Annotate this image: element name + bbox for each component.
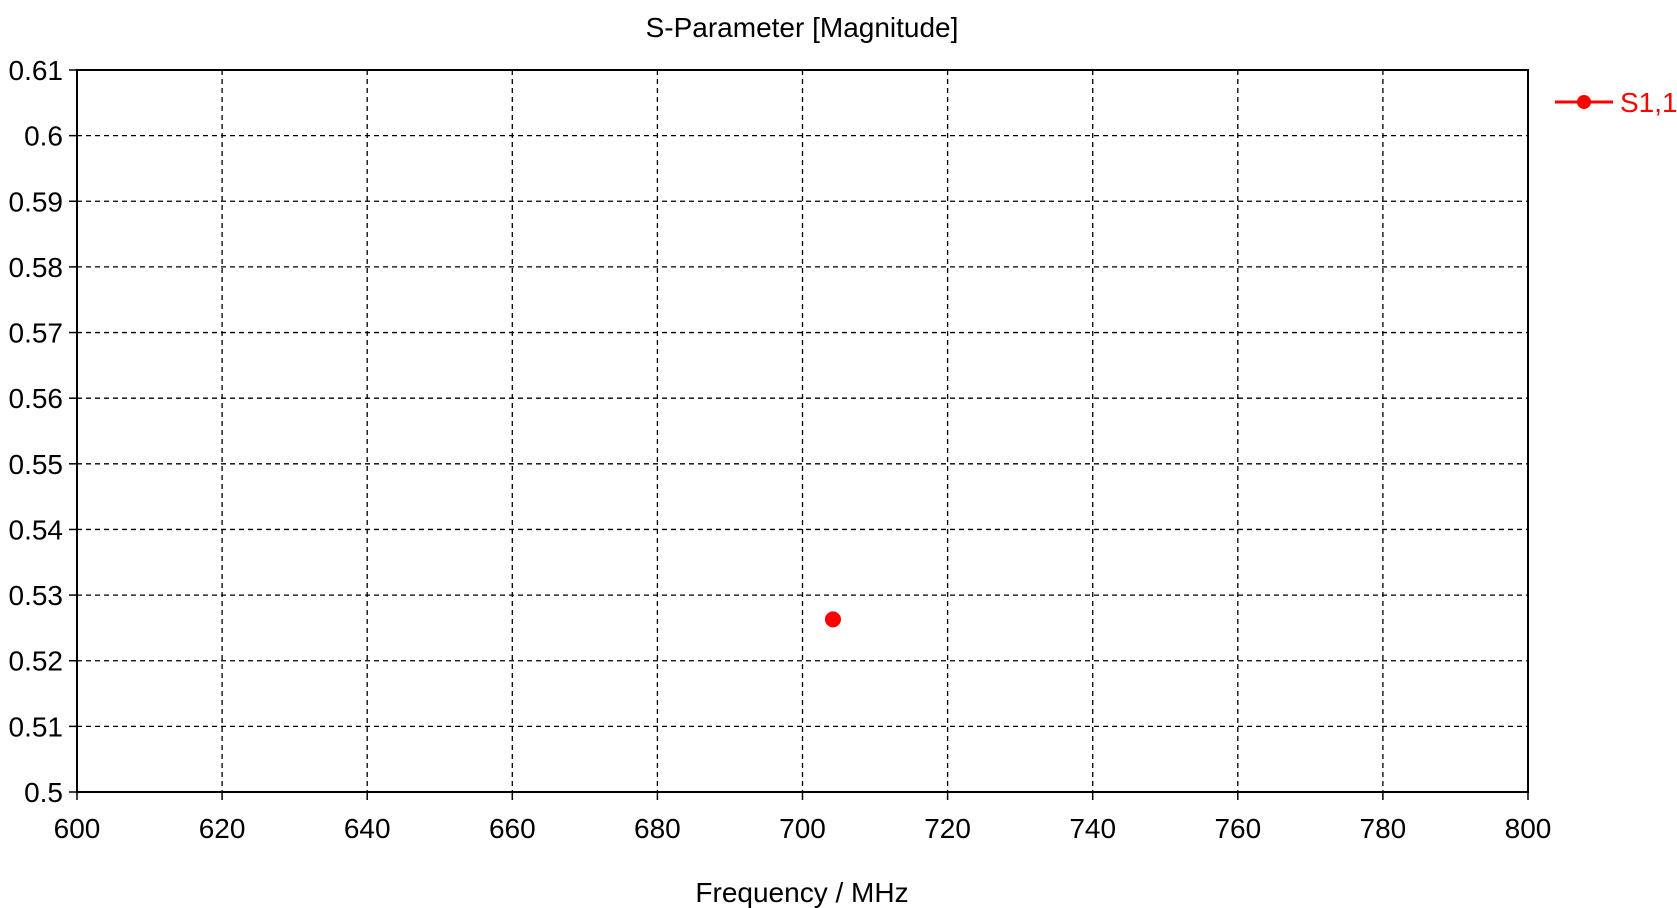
x-tick-label: 600: [54, 813, 101, 844]
x-axis-label: Frequency / MHz: [695, 877, 908, 908]
grid: [77, 70, 1528, 792]
y-tick-label: 0.6: [24, 121, 63, 152]
x-tick-label: 760: [1214, 813, 1261, 844]
legend-label-s11: S1,1: [1620, 87, 1677, 118]
y-tick-label: 0.54: [9, 514, 64, 545]
series-layer: [824, 611, 841, 628]
y-tick-label: 0.59: [9, 186, 64, 217]
y-tick-label: 0.53: [9, 580, 64, 611]
x-tick-label: 620: [199, 813, 246, 844]
chart-title: S-Parameter [Magnitude]: [646, 12, 959, 43]
y-tick-label: 0.58: [9, 252, 64, 283]
y-tick-label: 0.57: [9, 318, 64, 349]
x-tick-label: 700: [779, 813, 826, 844]
x-tick-labels: 600 620 640 660 680 700 720 740 760 780 800: [54, 813, 1552, 844]
legend[interactable]: S1,1: [1555, 87, 1677, 118]
y-tick-label: 0.52: [9, 646, 64, 677]
legend-marker-s11: [1577, 95, 1591, 109]
x-tick-label: 720: [924, 813, 971, 844]
y-tick-label: 0.51: [9, 711, 64, 742]
x-tick-label: 680: [634, 813, 681, 844]
x-tick-label: 800: [1505, 813, 1552, 844]
y-tick-label: 0.61: [9, 55, 64, 86]
ticks: [69, 69, 1529, 800]
x-tick-label: 660: [489, 813, 536, 844]
x-tick-label: 780: [1360, 813, 1407, 844]
x-tick-label: 640: [344, 813, 391, 844]
y-tick-label: 0.5: [24, 777, 63, 808]
y-tick-label: 0.55: [9, 449, 64, 480]
y-tick-label: 0.56: [9, 383, 64, 414]
data-point-s11[interactable]: [824, 611, 841, 628]
x-tick-label: 740: [1069, 813, 1116, 844]
y-tick-labels: 0.5 0.51 0.52 0.53 0.54 0.55 0.56 0.57 0.58 0.59 0…: [9, 55, 64, 808]
